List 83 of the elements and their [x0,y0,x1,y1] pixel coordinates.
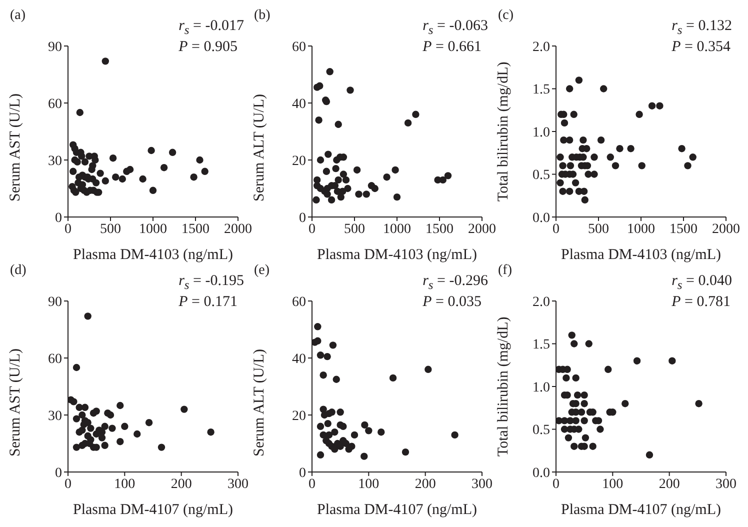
x-tick-label: 200 [170,476,192,492]
y-tick-label: 1.5 [532,338,550,353]
y-tick-label: 60 [48,352,62,367]
x-axis-title: Plasma DM-4103 (ng/mL) [73,247,233,263]
text: r$_{s}$ = -0.063 [422,18,488,37]
x-tick-label: 0 [64,476,72,492]
x-tick-label: 0 [308,222,316,237]
y-tick-label: 0 [55,466,62,481]
x-tick-label: 0 [552,476,560,492]
y-tick-label: 20 [292,154,306,169]
x-tick-label: 300 [716,476,736,492]
y-tick-label: 40 [292,96,306,112]
y-axis-title: Serum ALT (U/L) [251,349,268,456]
annotation: P = 0.035 [422,294,482,310]
y-axis-title: Serum ALT (U/L) [251,94,268,202]
x-tick-label: 1500 [670,222,698,237]
x-tick-label: 100 [114,476,136,492]
y-tick-label: 1.0 [532,380,550,396]
y-tick-label: 0.5 [532,168,550,184]
y-tick-label: 30 [48,408,62,424]
y-tick-label: 1.5 [532,82,550,98]
annotation: P = 0.171 [178,294,238,310]
x-tick-label: 100 [602,476,624,492]
y-tick-label: 0.0 [532,210,550,226]
x-axis-title: Plasma DM-4107 (ng/mL) [561,502,721,518]
chart-title: (f) [498,263,512,279]
text: r$_{s}$ = 0.132 [672,18,732,37]
y-tick-label: 60 [48,96,62,112]
x-tick-label: 100 [358,476,380,492]
chart-title: (a) [10,8,26,24]
x-tick-label: 300 [472,476,492,492]
y-axis-title: Total bilirubin (mg/dL) [495,62,512,202]
y-tick-label: 2.0 [532,40,550,55]
text: r$_{s}$ = 0.040 [672,273,732,292]
y-tick-label: 0 [299,210,306,226]
x-tick-label: 2000 [712,222,740,237]
y-tick-label: 60 [292,40,306,55]
text: r$_{s}$ = -0.296 [422,273,488,292]
x-tick-label: 2000 [224,222,252,237]
x-tick-label: 1000 [139,222,167,237]
text: r$_{s}$ = -0.017 [178,18,244,37]
x-tick-label: 2000 [468,222,496,237]
text: r$_{s}$ = -0.195 [178,273,244,292]
x-tick-label: 200 [658,476,680,492]
x-tick-label: 1500 [426,222,454,237]
chart-title: (d) [10,263,26,279]
y-tick-label: 60 [292,294,306,310]
x-tick-label: 500 [100,222,121,237]
x-tick-label: 300 [228,476,248,492]
annotation: P = 0.354 [672,39,730,55]
annotation: P = 0.905 [178,39,238,55]
x-tick-label: 0 [552,222,560,237]
y-axis-title: Serum AST (U/L) [7,93,24,202]
x-tick-label: 1000 [627,222,655,237]
x-axis-title: Plasma DM-4107 (ng/mL) [317,502,477,518]
y-tick-label: 30 [48,154,62,169]
y-tick-label: 0 [299,466,306,481]
y-tick-label: 1.0 [532,125,550,140]
y-tick-label: 2.0 [532,294,550,310]
x-tick-label: 500 [344,222,365,237]
x-axis-title: Plasma DM-4107 (ng/mL) [73,502,233,518]
x-axis-title: Plasma DM-4103 (ng/mL) [317,247,477,263]
chart-title: (c) [498,8,514,24]
y-tick-label: 0.5 [532,423,550,438]
x-tick-label: 1000 [383,222,411,237]
x-tick-label: 200 [414,476,436,492]
y-axis-title: Serum AST (U/L) [7,348,24,456]
x-tick-label: 0 [308,476,316,492]
x-tick-label: 500 [588,222,609,237]
x-axis-title: Plasma DM-4103 (ng/mL) [561,247,721,263]
chart-title: (e) [254,263,270,279]
annotation: P = 0.661 [422,39,482,55]
y-tick-label: 0 [55,210,62,226]
y-tick-label: 0.0 [532,466,550,481]
y-tick-label: 90 [48,294,62,310]
x-tick-label: 1500 [182,222,210,237]
y-tick-label: 20 [292,408,306,424]
y-tick-label: 90 [48,40,62,55]
annotation: P = 0.781 [672,294,730,310]
x-tick-label: 0 [64,222,72,237]
y-axis-title: Total bilirubin (mg/dL) [495,316,512,456]
chart-title: (b) [254,8,270,24]
y-tick-label: 40 [292,352,306,367]
